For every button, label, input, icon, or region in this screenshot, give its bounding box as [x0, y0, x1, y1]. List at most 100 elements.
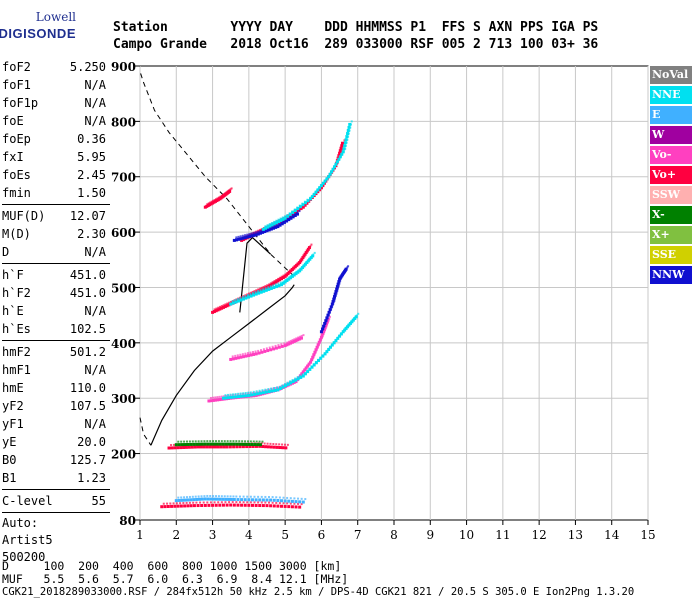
scaled-parameters-panel: foF2 5.250 foF1 N/A foF1p N/A foE N/A foEp 0.36 fx… — [2, 58, 110, 566]
echo-point — [236, 356, 240, 360]
echo-point — [197, 440, 200, 443]
echo-point — [232, 238, 236, 242]
density-profile — [150, 284, 295, 446]
echo-point — [212, 442, 216, 446]
echo-point — [261, 391, 265, 395]
param-row: foF2 5.250 — [2, 58, 110, 76]
panel-separator — [2, 489, 110, 490]
echo-point — [205, 445, 209, 449]
echo-point — [272, 226, 276, 230]
param-row: D N/A — [2, 243, 110, 261]
echo-point — [280, 222, 284, 226]
param-name: foF2 — [2, 60, 31, 74]
echo-point — [245, 235, 249, 239]
echo-point — [231, 355, 234, 358]
echo-point — [334, 339, 338, 343]
echo-point — [229, 300, 232, 303]
echo-point — [223, 305, 227, 309]
echo-point — [220, 440, 223, 443]
echo-point — [238, 495, 241, 498]
echo-point — [244, 354, 248, 358]
echo-point — [232, 442, 236, 446]
echo-point — [221, 497, 225, 501]
echo-point — [301, 370, 305, 374]
echo-point — [330, 170, 334, 174]
echo-point — [264, 501, 267, 504]
echo-point — [246, 233, 249, 236]
echo-point — [215, 440, 218, 443]
echo-point — [316, 188, 320, 192]
echo-point — [303, 262, 307, 266]
echo-point — [160, 505, 164, 509]
echo-point — [280, 499, 284, 503]
echo-point — [231, 301, 235, 305]
echo-point — [239, 355, 243, 359]
echo-point — [195, 442, 199, 446]
echo-point — [222, 304, 225, 307]
echo-point — [264, 285, 267, 288]
echo-point — [234, 354, 237, 357]
x-tick-label: 8 — [390, 528, 398, 542]
echo-point — [338, 149, 342, 153]
echo-point — [273, 388, 277, 392]
echo-point — [255, 289, 258, 292]
echo-point — [214, 396, 217, 399]
echo-point — [241, 296, 244, 299]
param-value: 1.50 — [77, 186, 106, 200]
echo-point — [336, 336, 340, 340]
echo-point — [226, 393, 229, 396]
echo-point — [286, 443, 289, 446]
echo-point — [163, 505, 167, 509]
param-value: N/A — [84, 417, 106, 431]
echo-point — [239, 394, 243, 398]
echo-point — [297, 502, 300, 505]
echo-point — [220, 495, 223, 498]
echo-point — [218, 442, 222, 446]
param-row: hmF2 501.2 — [2, 343, 110, 361]
echo-point — [340, 144, 344, 148]
echo-point — [235, 298, 238, 301]
echo-point — [198, 442, 202, 446]
echo-point — [262, 348, 265, 351]
echo-point — [323, 321, 327, 325]
param-value: N/A — [84, 78, 106, 92]
echo-point — [350, 120, 353, 123]
echo-point — [235, 236, 238, 239]
echo-point — [314, 348, 318, 352]
density-profile-extrapolation-high — [139, 71, 295, 277]
echo-point — [342, 147, 346, 151]
echo-point — [271, 281, 274, 284]
echo-point — [301, 373, 304, 376]
param-value: 2.30 — [77, 227, 106, 241]
param-value: 55 — [91, 494, 106, 508]
echo-point — [260, 286, 263, 289]
echo-point — [255, 390, 258, 393]
echo-point — [293, 211, 297, 215]
param-name: M(D) — [2, 227, 31, 241]
echo-point — [278, 222, 281, 225]
echo-point — [225, 445, 229, 449]
echo-point — [298, 210, 301, 213]
echo-point — [254, 444, 258, 448]
x-tick-label: 1 — [136, 528, 144, 542]
echo-point — [250, 393, 254, 397]
echo-point — [249, 353, 253, 357]
echo-point — [289, 275, 292, 278]
echo-point — [302, 254, 306, 258]
param-row: yF2 107.5 — [2, 397, 110, 415]
echo-point — [286, 341, 289, 344]
param-value: 12.07 — [69, 209, 106, 223]
echo-point — [182, 502, 185, 505]
echo-point — [308, 367, 312, 371]
echo-point — [339, 146, 343, 150]
echo-point — [238, 501, 241, 504]
echo-point — [267, 228, 271, 232]
echo-point — [269, 445, 273, 449]
param-name: foF1p — [2, 96, 39, 110]
echo-point — [176, 446, 180, 450]
echo-point — [264, 287, 267, 290]
echo-point — [265, 347, 268, 350]
echo-point — [231, 357, 235, 361]
echo-point — [266, 349, 270, 353]
